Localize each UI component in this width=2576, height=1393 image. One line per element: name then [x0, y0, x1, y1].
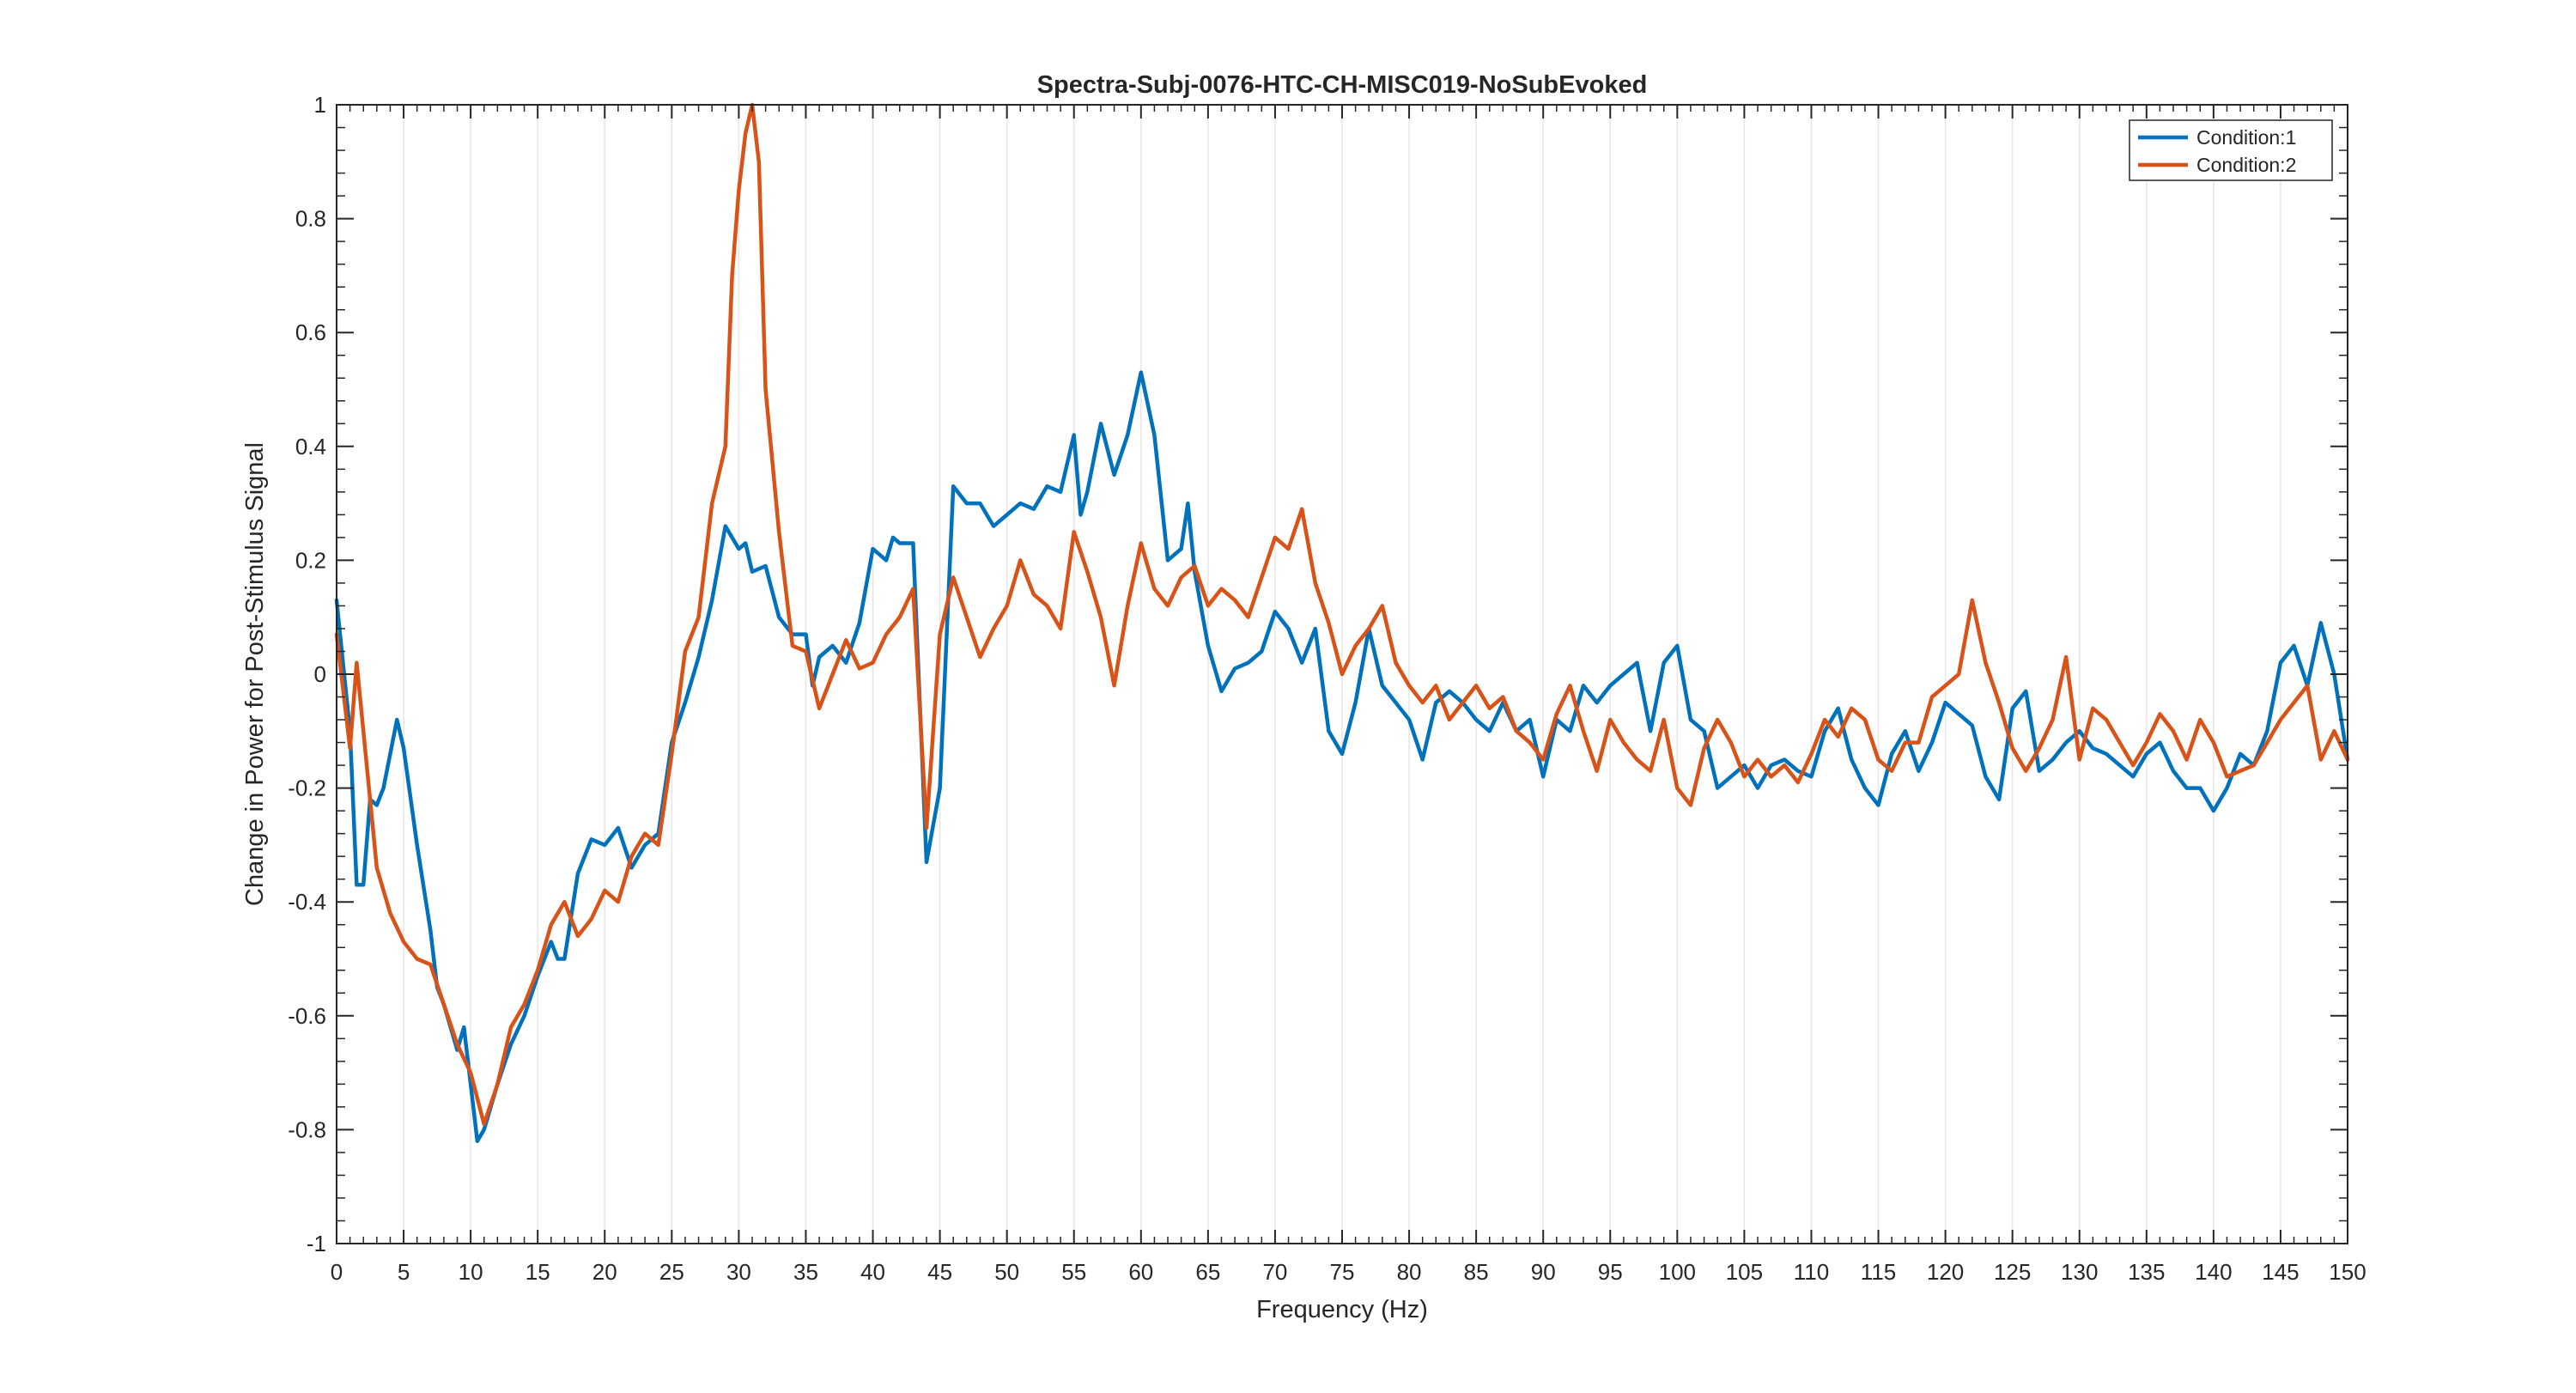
x-tick-label: 35 — [793, 1259, 818, 1285]
y-tick-label: -0.2 — [288, 776, 326, 801]
y-tick-label: -1 — [307, 1231, 326, 1256]
x-tick-label: 135 — [2128, 1259, 2165, 1285]
legend-box — [2129, 119, 2333, 181]
y-tick-label: 1 — [314, 92, 326, 118]
x-tick-label: 145 — [2262, 1259, 2299, 1285]
x-tick-label: 15 — [526, 1259, 550, 1285]
x-tick-label: 60 — [1128, 1259, 1153, 1285]
x-tick-label: 65 — [1195, 1259, 1220, 1285]
chart-title: Spectra-Subj-0076-HTC-CH-MISC019-NoSubEv… — [1037, 71, 1648, 99]
y-tick-label: 0.4 — [295, 434, 326, 459]
x-tick-label: 90 — [1531, 1259, 1556, 1285]
x-tick-labels: 0 5 10 15 20 25 30 35 40 45 50 55 60 65 70 75 80 85 90 95 10… — [331, 1259, 2366, 1285]
x-tick-label: 25 — [659, 1259, 684, 1285]
y-axis-label: Change in Power for Post-Stimulus Signal — [241, 442, 269, 906]
x-tick-label: 105 — [1726, 1259, 1763, 1285]
x-axis-label: Frequency (Hz) — [1256, 1296, 1428, 1323]
grid-lines — [336, 105, 2348, 1244]
y-tick-label: -0.4 — [288, 889, 326, 915]
x-tick-label: 80 — [1397, 1259, 1422, 1285]
series-line-condition-2 — [334, 102, 2350, 1127]
y-tick-label: 0.6 — [295, 319, 326, 345]
x-tick-label: 40 — [860, 1259, 885, 1285]
legend-label-condition-2: Condition:2 — [2196, 154, 2296, 176]
legend: Condition:1 Condition:2 — [2129, 119, 2333, 181]
y-tick-labels: -1 -0.8 -0.6 -0.4 -0.2 0 0.2 0.4 0.6 0.8 1 — [288, 92, 326, 1256]
y-tick-label: 0.8 — [295, 206, 326, 232]
x-tick-label: 5 — [398, 1259, 410, 1285]
x-tick-label: 125 — [1994, 1259, 2031, 1285]
y-tick-label: -0.8 — [288, 1116, 326, 1142]
x-tick-label: 150 — [2329, 1259, 2366, 1285]
x-tick-label: 100 — [1659, 1259, 1696, 1285]
x-tick-label: 20 — [592, 1259, 617, 1285]
x-tick-label: 75 — [1330, 1259, 1355, 1285]
x-tick-label: 70 — [1262, 1259, 1287, 1285]
x-tick-label: 45 — [927, 1259, 952, 1285]
x-tick-label: 10 — [459, 1259, 483, 1285]
x-tick-label: 115 — [1861, 1259, 1896, 1285]
axis-ticks — [336, 104, 2348, 1244]
y-tick-label: 0 — [314, 661, 326, 687]
x-tick-label: 120 — [1927, 1259, 1964, 1285]
x-tick-label: 130 — [2061, 1259, 2098, 1285]
series-lines — [334, 102, 2350, 1143]
x-tick-label: 30 — [726, 1259, 751, 1285]
legend-label-condition-1: Condition:1 — [2196, 126, 2296, 149]
x-tick-label: 55 — [1061, 1259, 1086, 1285]
series-line-condition-1 — [334, 370, 2350, 1143]
x-tick-label: 95 — [1598, 1259, 1623, 1285]
x-tick-label: 0 — [331, 1259, 343, 1285]
y-tick-label: 0.2 — [295, 547, 326, 573]
x-tick-label: 140 — [2195, 1259, 2232, 1285]
x-tick-label: 110 — [1794, 1259, 1829, 1285]
x-tick-label: 50 — [994, 1259, 1019, 1285]
x-tick-label: 85 — [1464, 1259, 1489, 1285]
y-tick-label: -0.6 — [288, 1003, 326, 1029]
